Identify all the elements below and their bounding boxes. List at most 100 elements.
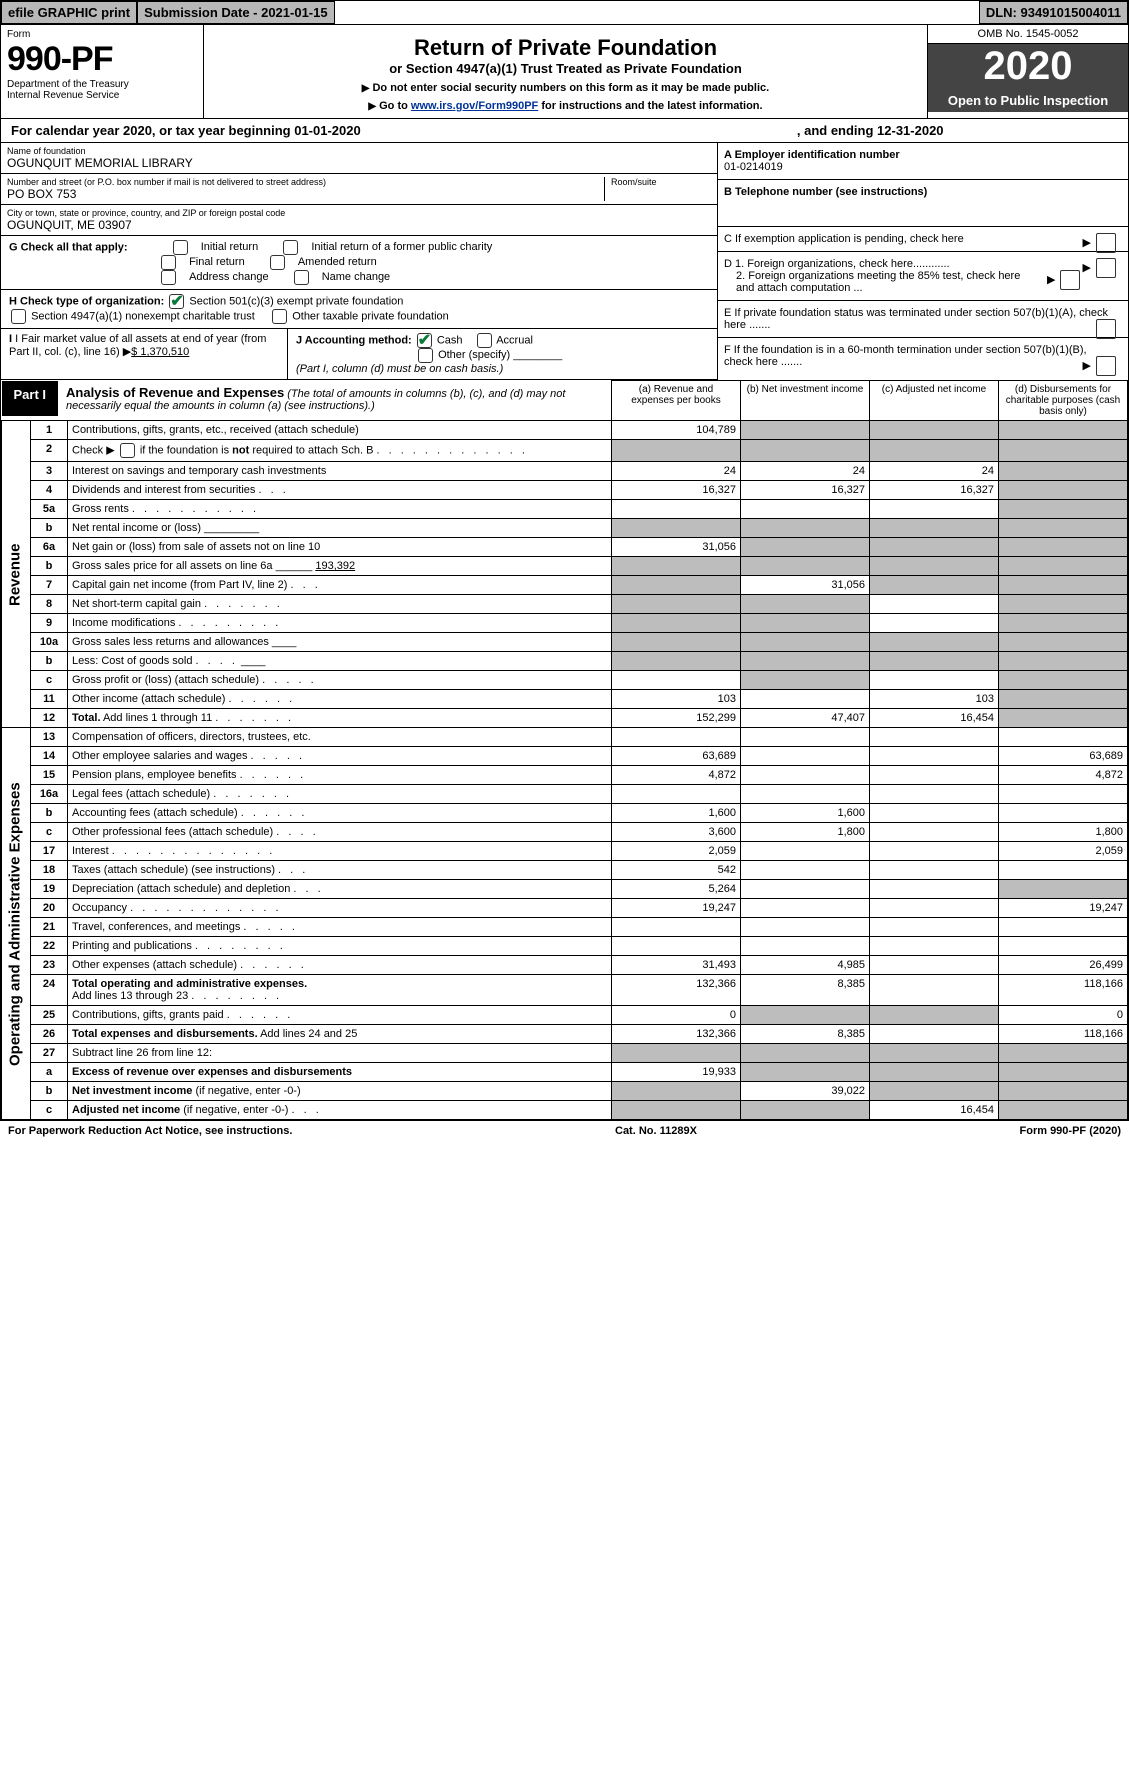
top-bar: efile GRAPHIC print Submission Date - 20… xyxy=(1,1,1128,24)
col-d-val: 118,166 xyxy=(999,975,1128,1006)
col-a-val xyxy=(612,1101,741,1120)
line-desc: Net investment income (if negative, ente… xyxy=(68,1082,612,1101)
col-c-val xyxy=(870,804,999,823)
col-b-val: 8,385 xyxy=(741,1025,870,1044)
line-no: 18 xyxy=(31,861,68,880)
col-b-val: 39,022 xyxy=(741,1082,870,1101)
check-d2[interactable] xyxy=(1060,270,1080,290)
col-a-val: 24 xyxy=(612,462,741,481)
info-right: A Employer identification number 01-0214… xyxy=(717,143,1128,380)
line-no: 9 xyxy=(31,614,68,633)
col-d-val: 19,247 xyxy=(999,899,1128,918)
footer-left: For Paperwork Reduction Act Notice, see … xyxy=(8,1125,292,1137)
col-a-val: 63,689 xyxy=(612,747,741,766)
tax-year: 2020 xyxy=(928,44,1128,89)
check-other-method[interactable] xyxy=(418,348,433,363)
check-4947[interactable] xyxy=(11,309,26,324)
col-d-val xyxy=(999,633,1128,652)
check-other-tax[interactable] xyxy=(272,309,287,324)
col-a-val xyxy=(612,652,741,671)
address: PO BOX 753 xyxy=(7,187,604,201)
check-501c3[interactable] xyxy=(169,294,184,309)
table-row: 19 Depreciation (attach schedule) and de… xyxy=(2,880,1128,899)
col-a-val: 16,327 xyxy=(612,481,741,500)
line-no: 26 xyxy=(31,1025,68,1044)
irs: Internal Revenue Service xyxy=(7,90,197,101)
line-desc: Gross rents . . . . . . . . . . . xyxy=(68,500,612,519)
line-no: b xyxy=(31,1082,68,1101)
line-desc: Total expenses and disbursements. Add li… xyxy=(68,1025,612,1044)
f-cell: F If the foundation is in a 60-month ter… xyxy=(718,338,1128,374)
table-row: 17 Interest . . . . . . . . . . . . . . … xyxy=(2,842,1128,861)
table-row: 8 Net short-term capital gain . . . . . … xyxy=(2,595,1128,614)
line-desc: Subtract line 26 from line 12: xyxy=(68,1044,612,1063)
col-c-val xyxy=(870,937,999,956)
table-row: 23 Other expenses (attach schedule) . . … xyxy=(2,956,1128,975)
line-desc: Total operating and administrative expen… xyxy=(68,975,612,1006)
col-b-val xyxy=(741,538,870,557)
table-row: 10a Gross sales less returns and allowan… xyxy=(2,633,1128,652)
col-c-val: 103 xyxy=(870,690,999,709)
line-no: a xyxy=(31,1063,68,1082)
table-row: c Gross profit or (loss) (attach schedul… xyxy=(2,671,1128,690)
col-b-val xyxy=(741,766,870,785)
line-desc: Net short-term capital gain . . . . . . … xyxy=(68,595,612,614)
line-desc: Legal fees (attach schedule) . . . . . .… xyxy=(68,785,612,804)
check-name[interactable] xyxy=(294,270,309,285)
line-no: 1 xyxy=(31,421,68,440)
col-d-val xyxy=(999,1044,1128,1063)
form-link[interactable]: www.irs.gov/Form990PF xyxy=(411,100,538,112)
line-no: 3 xyxy=(31,462,68,481)
col-b-val xyxy=(741,519,870,538)
check-amended[interactable] xyxy=(270,255,285,270)
col-a-header: (a) Revenue and expenses per books xyxy=(612,381,741,421)
check-cash[interactable] xyxy=(417,333,432,348)
col-d-val: 1,800 xyxy=(999,823,1128,842)
col-b-val xyxy=(741,421,870,440)
col-a-val xyxy=(612,918,741,937)
analysis-table: Part I Analysis of Revenue and Expenses … xyxy=(1,380,1128,1120)
col-a-val: 19,933 xyxy=(612,1063,741,1082)
col-d-val xyxy=(999,671,1128,690)
side-label: Revenue xyxy=(2,421,31,728)
line-no: b xyxy=(31,804,68,823)
line-desc: Dividends and interest from securities .… xyxy=(68,481,612,500)
line-desc: Taxes (attach schedule) (see instruction… xyxy=(68,861,612,880)
col-a-val xyxy=(612,1082,741,1101)
line-no: c xyxy=(31,823,68,842)
col-c-val xyxy=(870,614,999,633)
col-d-val xyxy=(999,728,1128,747)
col-b-val xyxy=(741,690,870,709)
dept: Department of the Treasury xyxy=(7,79,197,90)
check-initial-former[interactable] xyxy=(283,240,298,255)
check-e[interactable] xyxy=(1096,319,1116,339)
col-c-val: 24 xyxy=(870,462,999,481)
check-d1[interactable] xyxy=(1096,258,1116,278)
check-final[interactable] xyxy=(161,255,176,270)
header-right: OMB No. 1545-0052 2020 Open to Public In… xyxy=(927,25,1128,118)
col-d-val xyxy=(999,861,1128,880)
check-address[interactable] xyxy=(161,270,176,285)
table-row: b Net investment income (if negative, en… xyxy=(2,1082,1128,1101)
line-no: 13 xyxy=(31,728,68,747)
col-c-val xyxy=(870,918,999,937)
check-accrual[interactable] xyxy=(477,333,492,348)
line-desc: Net gain or (loss) from sale of assets n… xyxy=(68,538,612,557)
line-desc: Compensation of officers, directors, tru… xyxy=(68,728,612,747)
calendar-year-row: For calendar year 2020, or tax year begi… xyxy=(1,118,1128,143)
col-a-val: 1,600 xyxy=(612,804,741,823)
check-f[interactable] xyxy=(1096,356,1116,376)
line-desc: Contributions, gifts, grants, etc., rece… xyxy=(68,421,612,440)
line-no: 8 xyxy=(31,595,68,614)
cal-begin: For calendar year 2020, or tax year begi… xyxy=(11,123,361,138)
line-no: b xyxy=(31,557,68,576)
line-desc: Net rental income or (loss) _________ xyxy=(68,519,612,538)
col-d-val: 0 xyxy=(999,1006,1128,1025)
line-no: 10a xyxy=(31,633,68,652)
table-row: b Less: Cost of goods sold . . . . ____ xyxy=(2,652,1128,671)
col-b-val xyxy=(741,557,870,576)
col-c-val xyxy=(870,823,999,842)
check-initial[interactable] xyxy=(173,240,188,255)
check-c[interactable] xyxy=(1096,233,1116,253)
table-row: 24 Total operating and administrative ex… xyxy=(2,975,1128,1006)
